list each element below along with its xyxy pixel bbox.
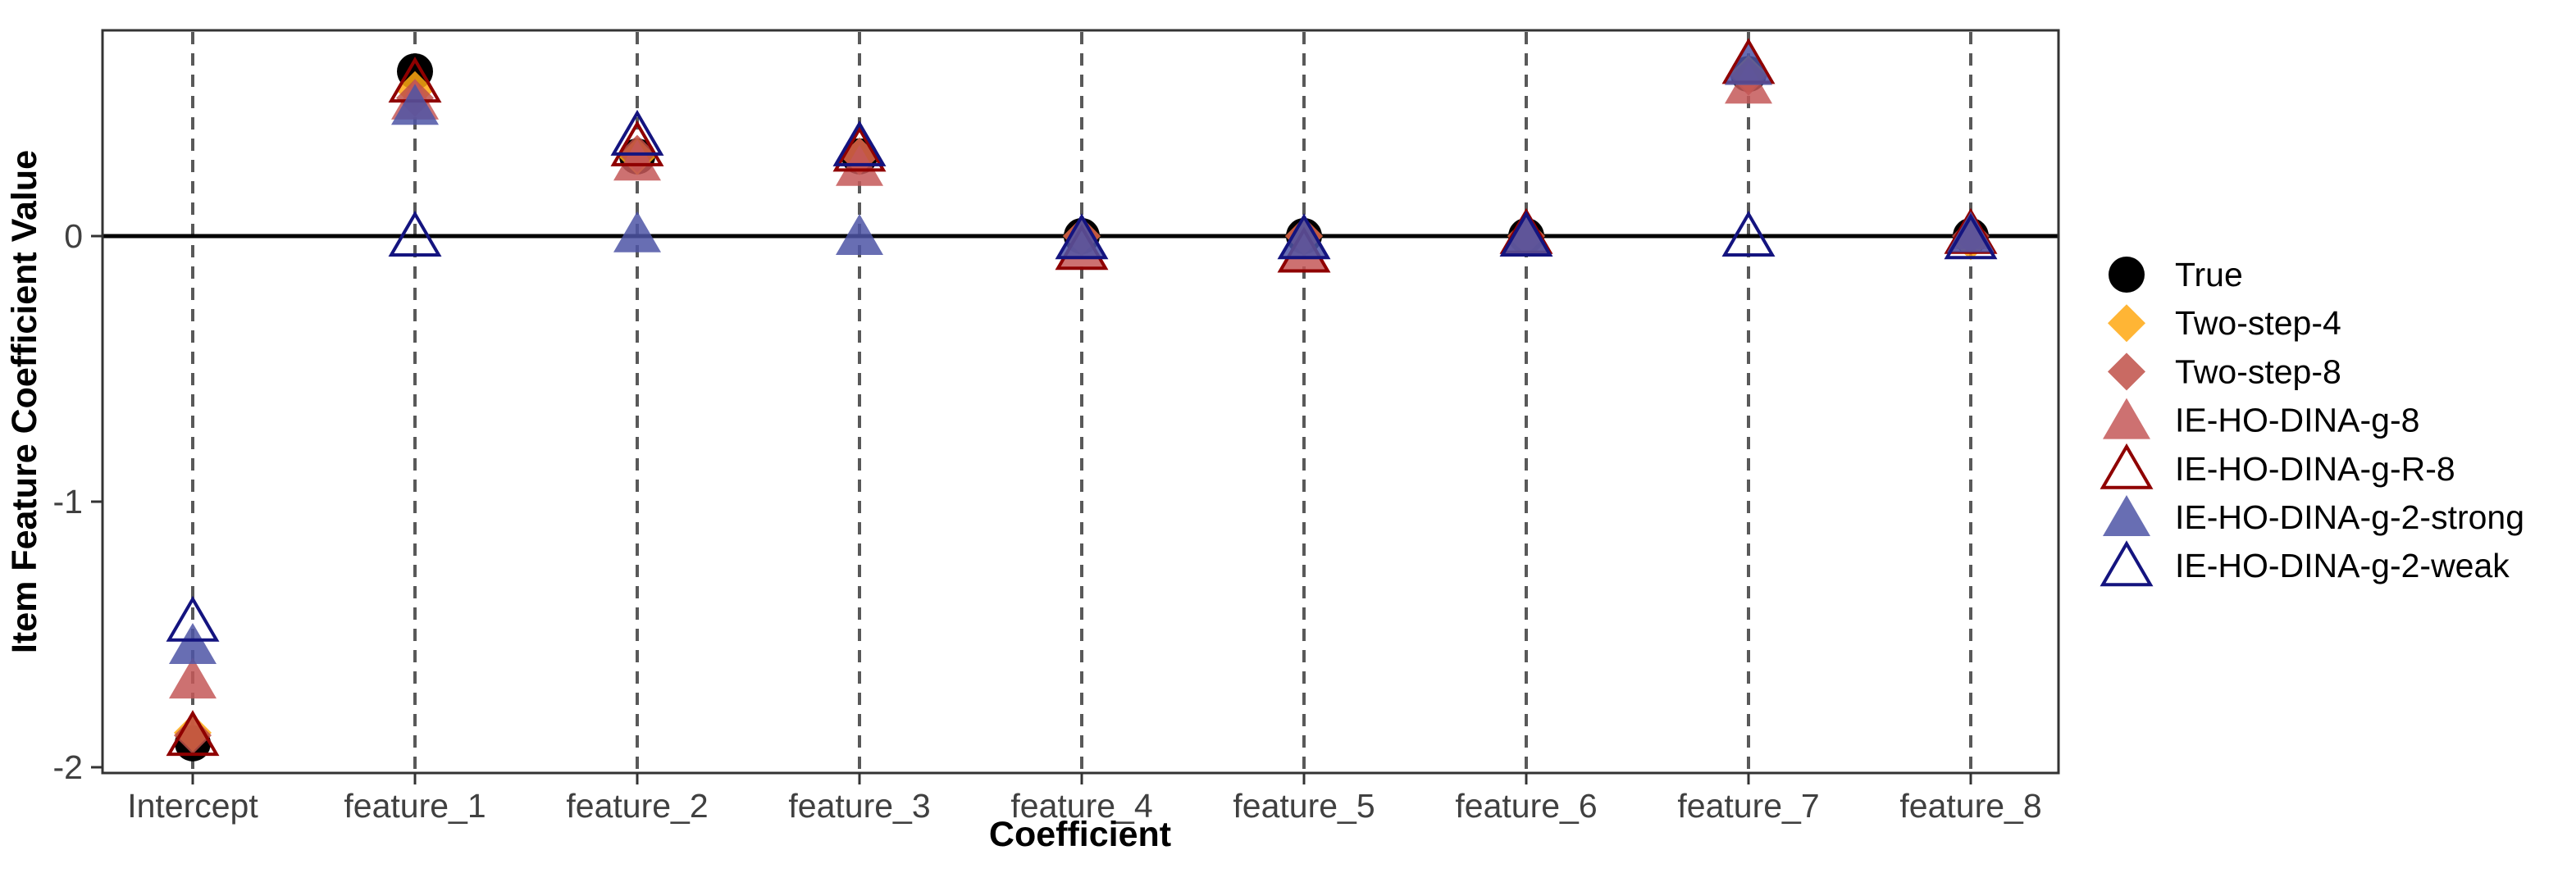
legend-label-Two-step-8: Two-step-8 <box>2175 352 2341 390</box>
legend-item-Two-step-4: Two-step-4 <box>2108 304 2341 343</box>
point-Two-step-8-Intercept <box>174 716 212 755</box>
point-IE-HO-DINA-g-2-strong-feature_6 <box>1502 214 1550 255</box>
point-IE-HO-DINA-g-8-Intercept <box>169 657 217 699</box>
legend-marker-Two-step-4 <box>2108 304 2145 343</box>
x-axis-ticks <box>191 773 1972 784</box>
legend-marker-IE-HO-DINA-g-2-weak <box>2100 540 2154 587</box>
x-tick-label-feature_7: feature_7 <box>1677 787 1819 825</box>
y-axis-tick-labels: 0 -1 -2 <box>53 217 83 786</box>
point-IE-HO-DINA-g-2-weak-feature_5 <box>1277 213 1331 260</box>
y-tick-label-0: 0 <box>64 217 83 255</box>
point-IE-HO-DINA-g-2-strong-feature_7 <box>1725 43 1772 85</box>
x-tick-label-feature_3: feature_3 <box>788 787 930 825</box>
point-IE-HO-DINA-g-2-weak-feature_1 <box>388 211 442 257</box>
point-IE-HO-DINA-g-2-strong-feature_8 <box>1947 211 1995 252</box>
legend-label-True: True <box>2175 256 2243 293</box>
legend-label-IE-HO-DINA-g-2-strong: IE-HO-DINA-g-2-strong <box>2175 498 2524 536</box>
point-IE-HO-DINA-g-8-feature_2 <box>613 139 661 181</box>
legend-item-IE-HO-DINA-g-8: IE-HO-DINA-g-8 <box>2103 398 2419 439</box>
point-IE-HO-DINA-g-2-strong-Intercept <box>169 622 217 664</box>
y-axis-title: Item Feature Coefficient Value <box>5 150 44 653</box>
point-IE-HO-DINA-g-2-strong-feature_4 <box>1058 216 1106 258</box>
legend: True Two-step-4 Two-step-8 IE-HO-DINA-g-8 IE… <box>2100 256 2524 587</box>
point-IE-HO-DINA-g-2-weak-feature_4 <box>1055 213 1109 260</box>
x-tick-label-feature_8: feature_8 <box>1899 787 2041 825</box>
point-IE-HO-DINA-g-2-weak-feature_2 <box>610 109 664 156</box>
gridlines-group <box>191 32 1972 771</box>
legend-item-True: True <box>2109 256 2243 293</box>
point-IE-HO-DINA-g-2-weak-feature_3 <box>832 120 887 166</box>
x-axis-title: Coefficient <box>989 815 1171 854</box>
legend-label-Two-step-4: Two-step-4 <box>2175 304 2341 342</box>
legend-item-IE-HO-DINA-g-2-weak: IE-HO-DINA-g-2-weak <box>2100 540 2510 587</box>
point-IE-HO-DINA-g-2-weak-feature_6 <box>1499 211 1553 257</box>
legend-marker-IE-HO-DINA-g-8 <box>2103 398 2150 439</box>
y-tick-label--2: -2 <box>53 748 83 786</box>
point-IE-HO-DINA-g-R-8-feature_2 <box>610 120 664 166</box>
point-IE-HO-DINA-g-2-strong-feature_2 <box>613 211 661 252</box>
point-IE-HO-DINA-g-R-8-feature_3 <box>832 125 887 172</box>
legend-item-IE-HO-DINA-g-2-strong: IE-HO-DINA-g-2-strong <box>2103 495 2524 536</box>
x-tick-label-feature_2: feature_2 <box>566 787 708 825</box>
point-IE-HO-DINA-g-2-weak-Intercept <box>166 595 220 642</box>
x-tick-label-feature_5: feature_5 <box>1233 787 1375 825</box>
x-tick-label-feature_6: feature_6 <box>1455 787 1597 825</box>
data-points-group <box>166 38 1998 762</box>
legend-marker-Two-step-8 <box>2108 352 2145 391</box>
point-IE-HO-DINA-g-2-strong-feature_1 <box>391 84 439 125</box>
x-tick-label-feature_1: feature_1 <box>344 787 486 825</box>
point-IE-HO-DINA-g-R-8-Intercept <box>166 710 220 757</box>
legend-item-Two-step-8: Two-step-8 <box>2108 352 2341 391</box>
x-tick-label-Intercept: Intercept <box>127 787 258 825</box>
y-tick-label--1: -1 <box>53 483 83 521</box>
y-axis-ticks <box>91 234 103 769</box>
legend-marker-IE-HO-DINA-g-2-strong <box>2103 495 2150 536</box>
legend-label-IE-HO-DINA-g-R-8: IE-HO-DINA-g-R-8 <box>2175 450 2455 488</box>
point-IE-HO-DINA-g-2-strong-feature_3 <box>836 214 883 255</box>
legend-item-IE-HO-DINA-g-R-8: IE-HO-DINA-g-R-8 <box>2100 443 2455 489</box>
x-tick-label-feature_4: feature_4 <box>1010 787 1152 825</box>
x-axis-tick-labels: Intercept feature_1 feature_2 feature_3 feat… <box>127 787 2041 825</box>
point-IE-HO-DINA-g-2-weak-feature_7 <box>1721 211 1776 257</box>
legend-marker-True <box>2109 257 2145 293</box>
point-IE-HO-DINA-g-2-strong-feature_5 <box>1280 216 1328 258</box>
legend-label-IE-HO-DINA-g-2-weak: IE-HO-DINA-g-2-weak <box>2175 547 2510 584</box>
legend-marker-IE-HO-DINA-g-R-8 <box>2100 443 2154 489</box>
legend-label-IE-HO-DINA-g-8: IE-HO-DINA-g-8 <box>2175 402 2419 439</box>
point-IE-HO-DINA-g-2-weak-feature_8 <box>1944 213 1998 260</box>
